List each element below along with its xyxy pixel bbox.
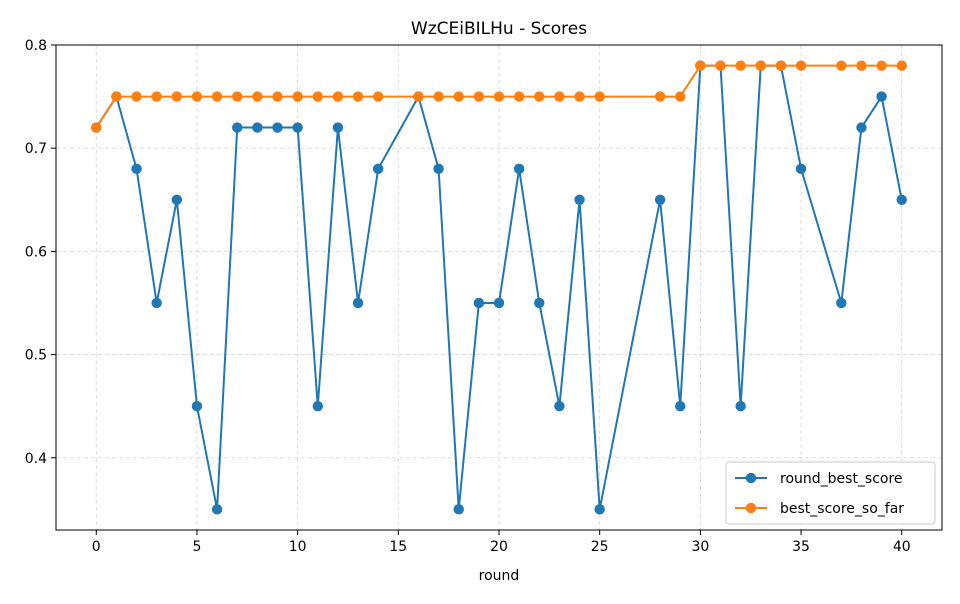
data-point: [252, 122, 263, 133]
series-best_score_so_far: [91, 60, 907, 133]
data-point: [795, 163, 807, 175]
x-tick-label: 40: [893, 539, 911, 555]
x-tick-label: 35: [792, 539, 810, 555]
data-point: [413, 91, 424, 102]
data-point: [675, 400, 686, 412]
data-point: [594, 91, 605, 102]
data-point: [836, 297, 847, 309]
data-point: [433, 91, 444, 102]
data-point: [171, 194, 183, 205]
data-point: [574, 194, 585, 205]
legend-label: best_score_so_far: [780, 501, 904, 517]
data-point: [775, 60, 787, 71]
data-point: [493, 297, 505, 309]
x-tick-label: 15: [389, 539, 407, 555]
y-tick-label: 0.4: [25, 451, 47, 467]
data-point: [513, 91, 525, 102]
data-point: [594, 504, 605, 515]
data-point: [654, 91, 666, 102]
data-point: [312, 400, 323, 412]
data-point: [232, 91, 243, 102]
data-point: [836, 60, 847, 71]
data-point: [554, 400, 565, 412]
data-point: [876, 60, 887, 71]
x-tick-label: 30: [691, 539, 709, 555]
data-point: [211, 504, 223, 515]
data-point: [493, 91, 505, 102]
legend-item: best_score_so_far: [735, 501, 904, 517]
series-layer: [91, 60, 907, 515]
data-point: [755, 60, 766, 71]
data-point: [252, 91, 263, 102]
data-point: [473, 91, 485, 102]
data-point: [272, 122, 283, 133]
data-point: [372, 163, 384, 175]
data-point: [574, 91, 585, 102]
x-tick-label: 20: [490, 539, 508, 555]
data-point: [453, 91, 464, 102]
data-point: [473, 297, 485, 309]
data-point: [292, 122, 303, 133]
data-point: [654, 194, 666, 205]
legend-marker: [745, 502, 757, 514]
data-point: [352, 297, 364, 309]
data-point: [534, 297, 545, 309]
data-point: [131, 163, 142, 175]
data-point: [151, 297, 162, 309]
data-point: [695, 60, 706, 71]
legend-marker: [745, 472, 757, 484]
data-point: [554, 91, 565, 102]
chart-title: WzCEiBILHu - Scores: [411, 19, 587, 39]
data-point: [151, 91, 162, 102]
data-point: [876, 91, 887, 102]
data-point: [856, 60, 867, 71]
data-point: [332, 122, 344, 133]
data-point: [372, 91, 384, 102]
data-point: [856, 122, 867, 133]
data-point: [131, 91, 142, 102]
y-tick-label: 0.7: [25, 141, 47, 157]
legend-box: [725, 461, 936, 525]
y-tick-label: 0.6: [25, 244, 47, 260]
data-point: [715, 60, 726, 71]
data-point: [91, 122, 102, 133]
legend: round_best_score best_score_so_far: [725, 461, 936, 525]
data-point: [513, 163, 525, 175]
y-tick-label: 0.8: [25, 38, 47, 54]
data-point: [211, 91, 223, 102]
data-point: [111, 91, 122, 102]
data-point: [433, 163, 444, 175]
x-tick-label: 10: [289, 539, 307, 555]
data-point: [292, 91, 303, 102]
data-point: [191, 91, 203, 102]
data-point: [896, 60, 907, 71]
legend-item: round_best_score: [735, 471, 903, 487]
data-point: [332, 91, 344, 102]
data-point: [735, 400, 746, 412]
x-axis-label: round: [479, 568, 520, 584]
axis-ticks: 0 5 10 15 20 25 30 35 40 0.4 0.5 0.6 0.7 0.8: [25, 38, 911, 555]
data-point: [795, 60, 807, 71]
data-point: [232, 122, 243, 133]
data-point: [272, 91, 283, 102]
data-point: [534, 91, 545, 102]
x-tick-label: 5: [192, 539, 201, 555]
legend-label: round_best_score: [780, 471, 903, 487]
data-point: [191, 400, 203, 412]
data-point: [312, 91, 323, 102]
data-point: [352, 91, 364, 102]
data-point: [896, 194, 907, 205]
data-point: [171, 91, 183, 102]
y-tick-label: 0.5: [25, 348, 47, 364]
data-point: [675, 91, 686, 102]
x-tick-label: 25: [591, 539, 609, 555]
data-point: [735, 60, 746, 71]
data-point: [453, 504, 464, 515]
x-tick-label: 0: [92, 539, 101, 555]
